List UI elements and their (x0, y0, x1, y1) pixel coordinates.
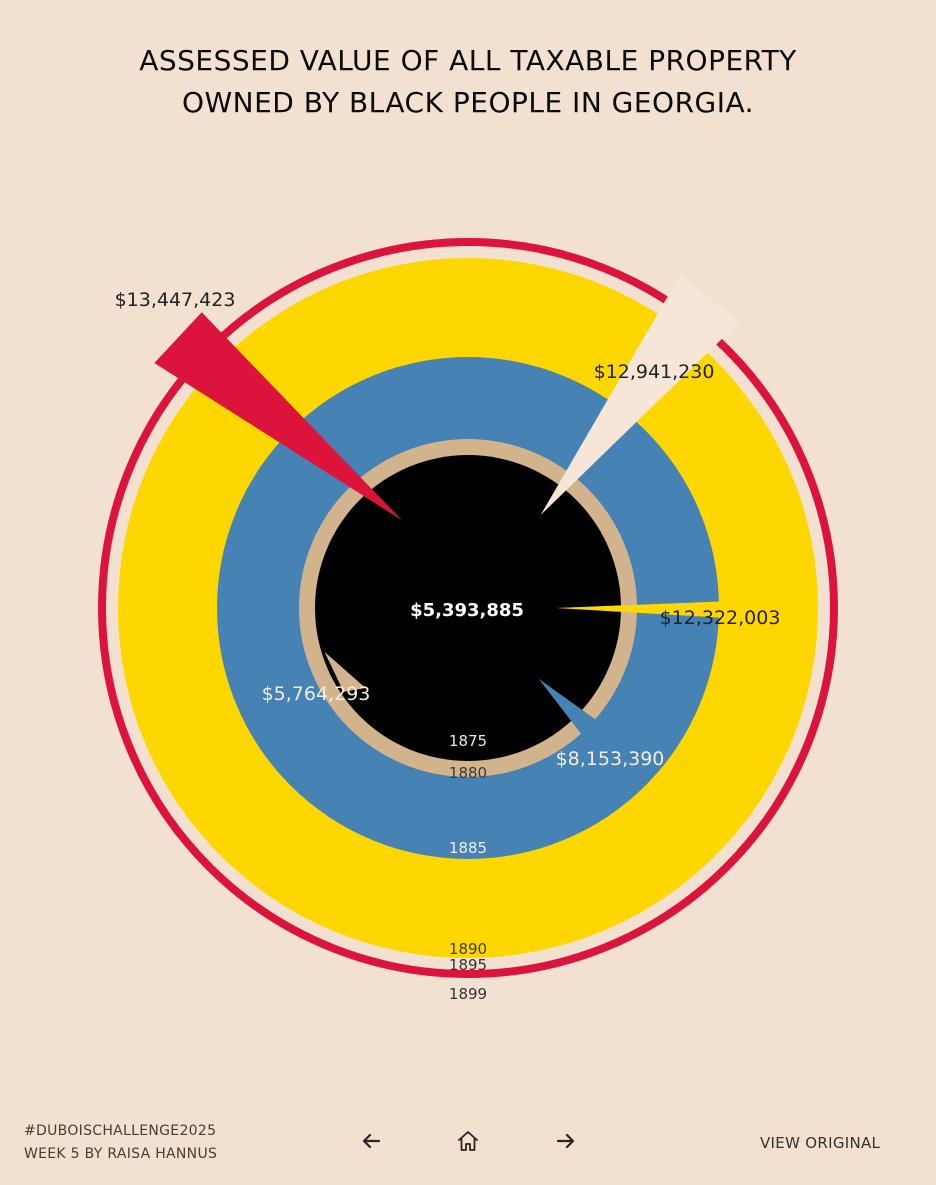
title-line-1: ASSESSED VALUE OF ALL TAXABLE PROPERTY (139, 44, 797, 77)
chart-title: ASSESSED VALUE OF ALL TAXABLE PROPERTY O… (0, 40, 936, 124)
arrow-left-icon (362, 1133, 381, 1149)
value-label-1880: $5,764,293 (262, 683, 371, 705)
year-label-1875: 1875 (449, 732, 487, 750)
wedge-1895 (540, 274, 740, 516)
year-label-1890: 1890 (449, 940, 487, 958)
view-original-link[interactable]: VIEW ORIGINAL (760, 1134, 881, 1152)
value-label-1890: $12,322,003 (660, 607, 781, 629)
prev-button[interactable] (354, 1124, 388, 1158)
wedge-1899 (154, 312, 402, 521)
year-label-1895: 1895 (449, 956, 487, 974)
value-label-1895: $12,941,230 (594, 361, 715, 383)
footer-credits: #DUBOISCHALLENGE2025 WEEK 5 BY RAISA HAN… (24, 1120, 217, 1166)
title-line-2: OWNED BY BLACK PEOPLE IN GEORGIA. (181, 86, 755, 119)
credit-text: WEEK 5 BY RAISA HANNUS (24, 1146, 218, 1162)
next-button[interactable] (549, 1124, 583, 1158)
value-label-1885: $8,153,390 (556, 748, 665, 770)
year-label-1885: 1885 (449, 839, 487, 857)
wedge-1880 (324, 651, 366, 692)
value-label-1875: $5,393,885 (410, 600, 524, 621)
home-button[interactable] (451, 1124, 485, 1158)
arrow-right-icon (556, 1133, 575, 1149)
value-label-1899: $13,447,423 (115, 289, 236, 311)
wedge-1885 (538, 678, 633, 771)
home-icon (458, 1131, 478, 1151)
hashtag-text: #DUBOISCHALLENGE2025 (24, 1123, 217, 1139)
year-label-1880: 1880 (449, 764, 487, 782)
band-1899 (98, 238, 838, 978)
year-label-1899: 1899 (449, 985, 487, 1003)
wedge-1890 (556, 601, 723, 618)
